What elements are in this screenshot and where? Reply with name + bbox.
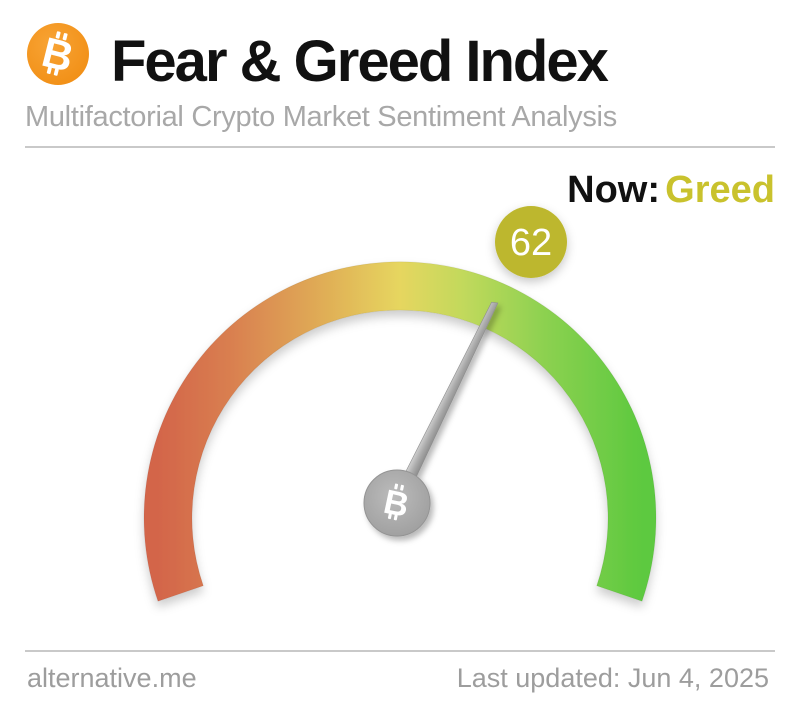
gauge-pivot — [363, 469, 431, 537]
gauge-needle: B — [363, 301, 499, 537]
now-sentiment-value: Greed — [665, 169, 775, 211]
last-updated-label: Last updated: Jun 4, 2025 — [456, 663, 769, 693]
site-link[interactable]: alternative.me — [27, 663, 197, 693]
gauge-arc — [143, 261, 657, 602]
header-divider — [25, 146, 775, 148]
gauge-chart: B 62 Now: Greed — [143, 169, 775, 602]
page-title: Fear & Greed Index — [111, 29, 609, 94]
bitcoin-logo-icon: B — [27, 23, 89, 85]
badge-value: 62 — [510, 222, 552, 264]
now-label: Now: — [567, 169, 660, 211]
page-subtitle: Multifactorial Crypto Market Sentiment A… — [25, 101, 617, 133]
badge-circle — [495, 206, 567, 278]
footer-divider — [25, 650, 775, 652]
current-value-badge: 62 — [495, 206, 567, 278]
